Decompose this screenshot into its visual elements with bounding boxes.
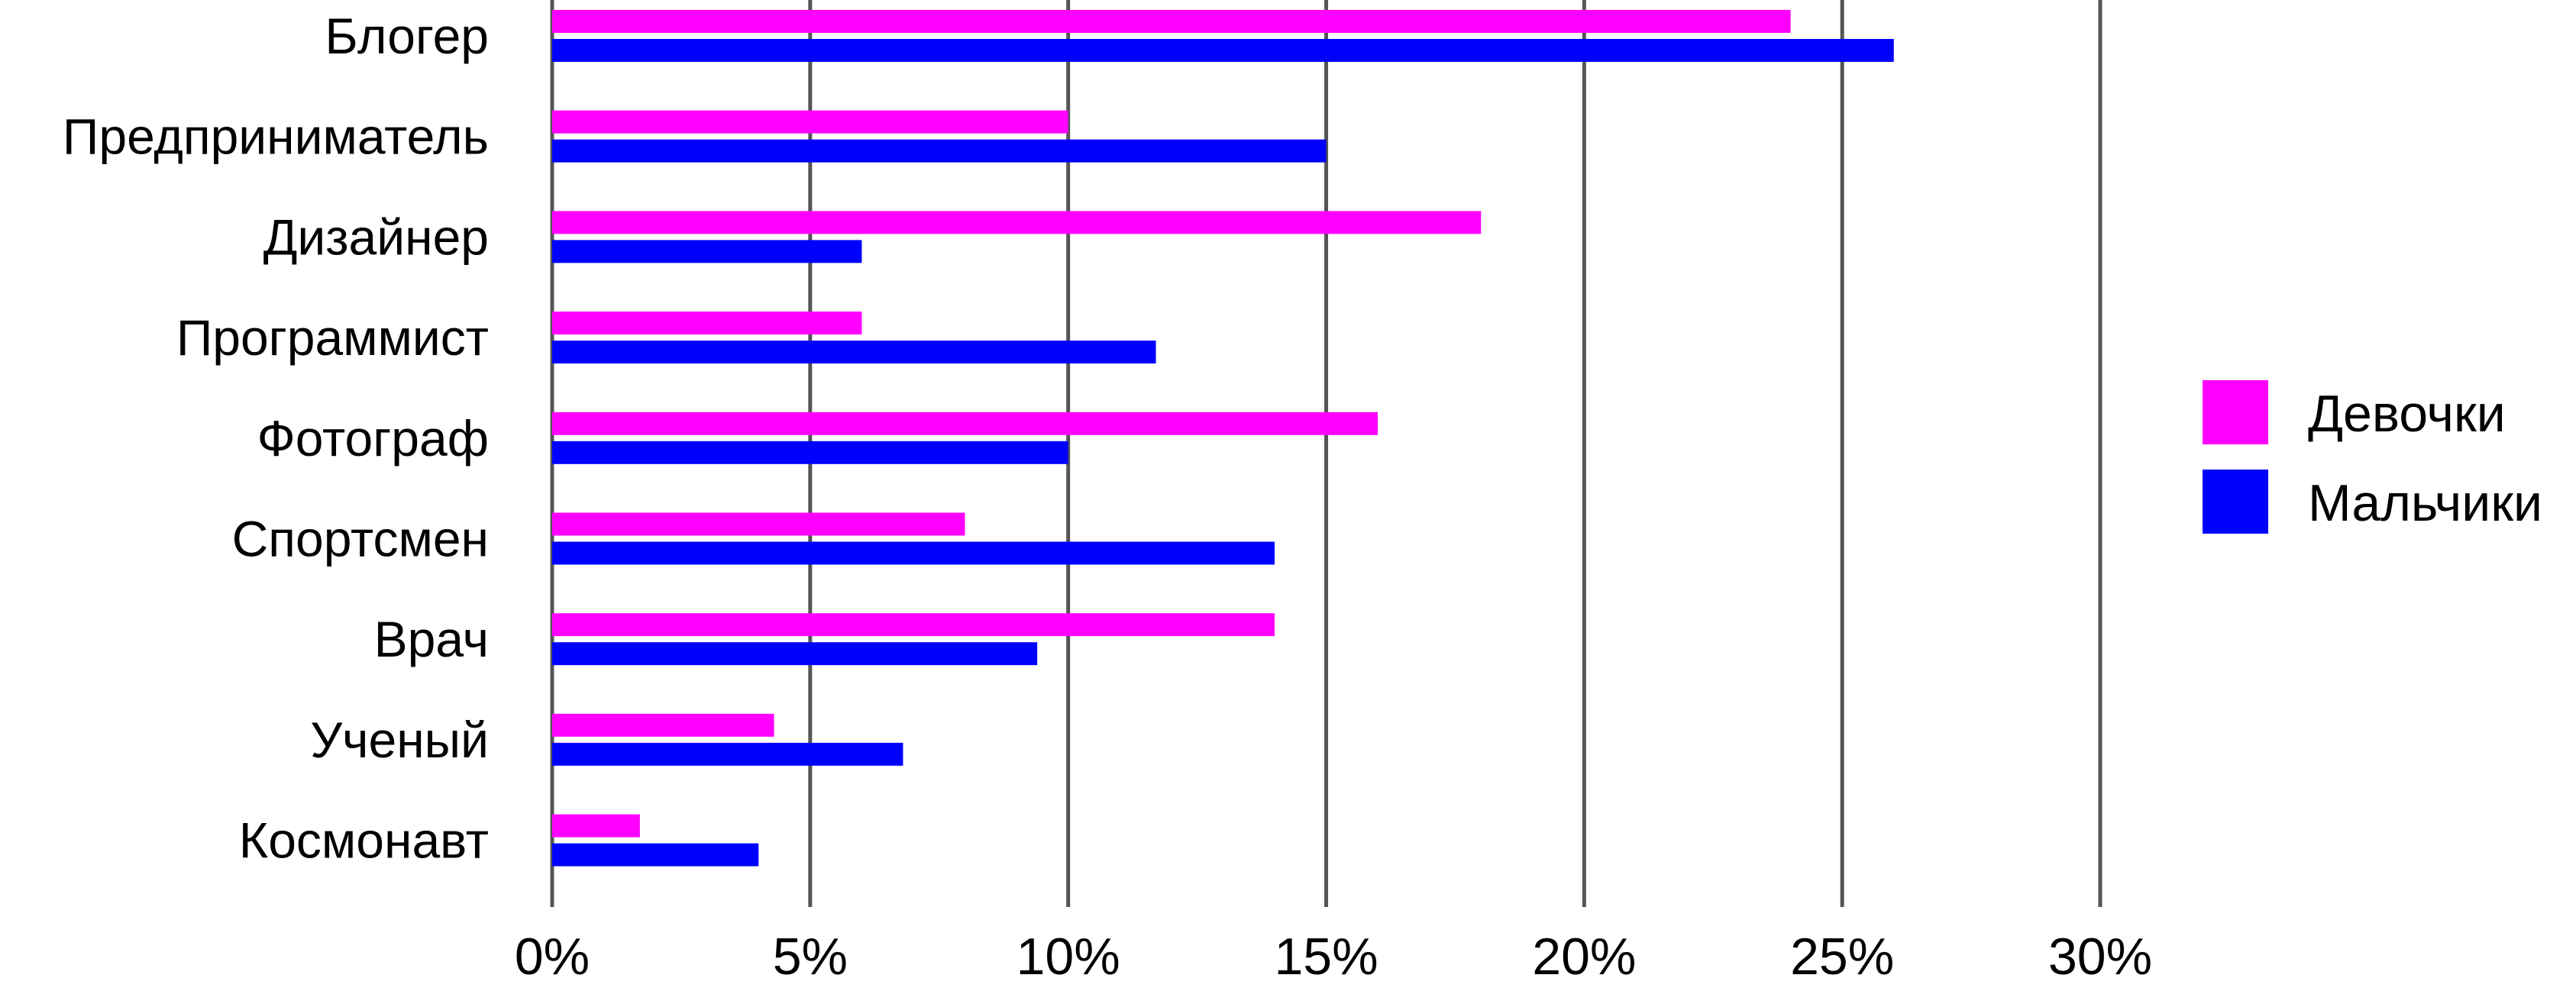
bar-мальчики-фотограф — [552, 441, 1068, 464]
bar-девочки-предприниматель — [552, 110, 1068, 134]
category-label: Спортсмен — [232, 511, 489, 567]
bars — [552, 10, 1894, 867]
bar-мальчики-космонавт — [552, 843, 759, 867]
x-tick-label: 15% — [1274, 928, 1378, 986]
bar-мальчики-блогер — [552, 39, 1894, 62]
legend-swatch-мальчики — [2203, 470, 2268, 534]
category-labels: Блогер Предприниматель Дизайнер Программист… — [63, 8, 489, 869]
bar-мальчики-врач — [552, 642, 1038, 666]
x-tick-label: 0% — [515, 928, 590, 986]
x-tick-label: 5% — [773, 928, 848, 986]
category-label: Дизайнер — [263, 208, 489, 265]
legend: Девочки Мальчики — [2203, 380, 2542, 534]
bar-мальчики-ученый — [552, 742, 903, 766]
x-tick-labels: 0% 5% 10% 15% 20% 25% 30% — [515, 928, 2152, 986]
bar-девочки-дизайнер — [552, 211, 1482, 234]
category-label: Врач — [374, 611, 489, 667]
category-label: Программист — [176, 309, 489, 366]
category-label: Ученый — [310, 712, 489, 768]
legend-label: Мальчики — [2308, 474, 2542, 532]
legend-label: Девочки — [2308, 385, 2506, 443]
bar-девочки-программист — [552, 312, 862, 335]
bar-мальчики-спортсмен — [552, 541, 1275, 565]
bar-мальчики-программист — [552, 341, 1156, 364]
x-tick-label: 20% — [1532, 928, 1636, 986]
bar-девочки-космонавт — [552, 814, 640, 838]
legend-swatch-девочки — [2203, 380, 2268, 444]
category-label: Фотограф — [257, 410, 489, 466]
x-tick-label: 10% — [1017, 928, 1120, 986]
bar-девочки-спортсмен — [552, 512, 965, 536]
x-tick-label: 30% — [2048, 928, 2152, 986]
bar-девочки-фотограф — [552, 412, 1378, 435]
bar-девочки-блогер — [552, 10, 1791, 33]
bar-девочки-ученый — [552, 713, 774, 737]
bar-девочки-врач — [552, 613, 1275, 637]
category-label: Блогер — [325, 8, 489, 64]
category-label: Космонавт — [239, 812, 489, 869]
category-label: Предприниматель — [63, 108, 489, 165]
bar-мальчики-предприниматель — [552, 139, 1327, 163]
bar-мальчики-дизайнер — [552, 240, 862, 263]
x-tick-label: 25% — [1790, 928, 1894, 986]
